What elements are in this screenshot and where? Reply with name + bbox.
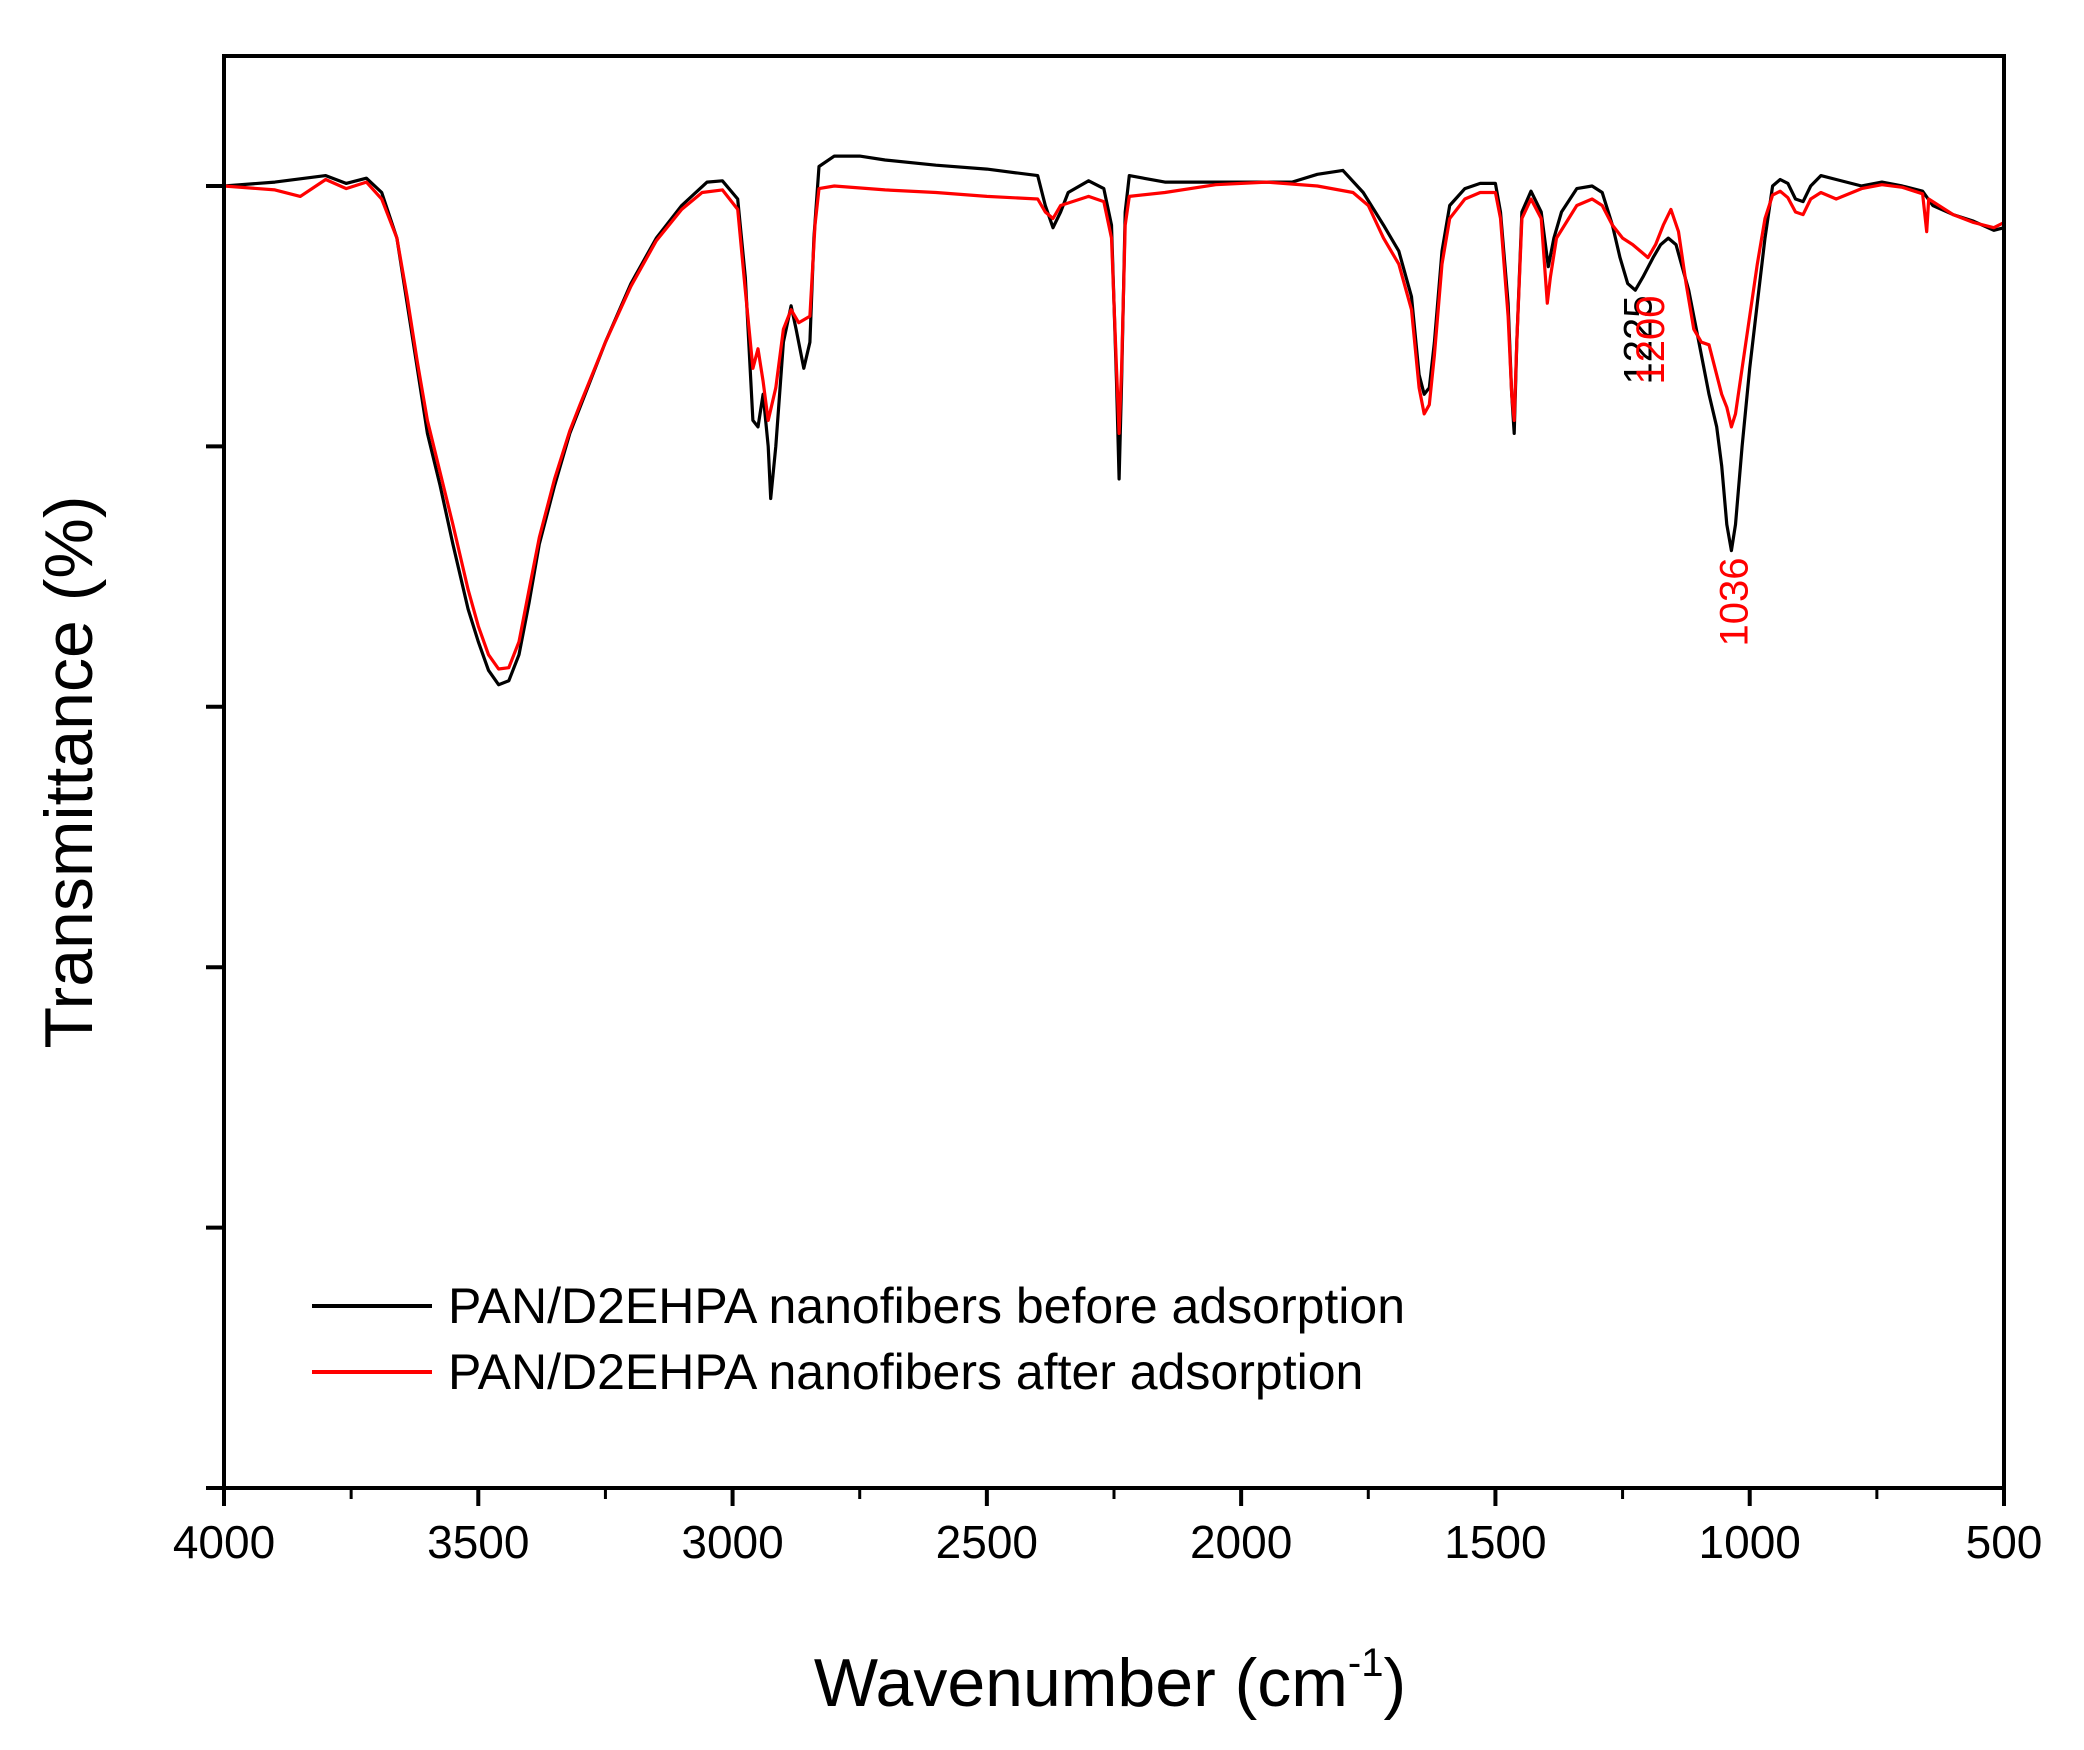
x-tick-label: 1000 (1699, 1516, 1801, 1568)
x-tick-label: 3500 (427, 1516, 529, 1568)
peak-label-1225: 1225 (1616, 296, 1660, 385)
x-tick-label: 2500 (936, 1516, 1038, 1568)
legend: PAN/D2EHPA nanofibers before adsorption … (312, 1278, 1405, 1400)
y-axis-ticks (206, 184, 224, 1490)
x-tick-label: 4000 (173, 1516, 275, 1568)
x-tick-label: 2000 (1190, 1516, 1292, 1568)
series-line-after (224, 177, 2004, 671)
x-tick-label: 1500 (1444, 1516, 1546, 1568)
peak-label-1036: 1036 (1712, 558, 1756, 647)
x-axis-title: Wavenumber (cm-1) (814, 1641, 1406, 1721)
x-tick-label: 3000 (681, 1516, 783, 1568)
legend-label-after: PAN/D2EHPA nanofibers after adsorption (448, 1344, 1363, 1400)
y-axis-title: Transmittance (%) (31, 496, 107, 1049)
series-layer (224, 154, 2004, 687)
x-tick-label: 500 (1966, 1516, 2043, 1568)
peak-label-1200: 1200 (1629, 296, 1673, 385)
x-axis-ticks: 4000 3500 3000 2500 2000 1500 1000 500 (173, 1488, 2043, 1568)
legend-label-before: PAN/D2EHPA nanofibers before adsorption (448, 1278, 1405, 1334)
